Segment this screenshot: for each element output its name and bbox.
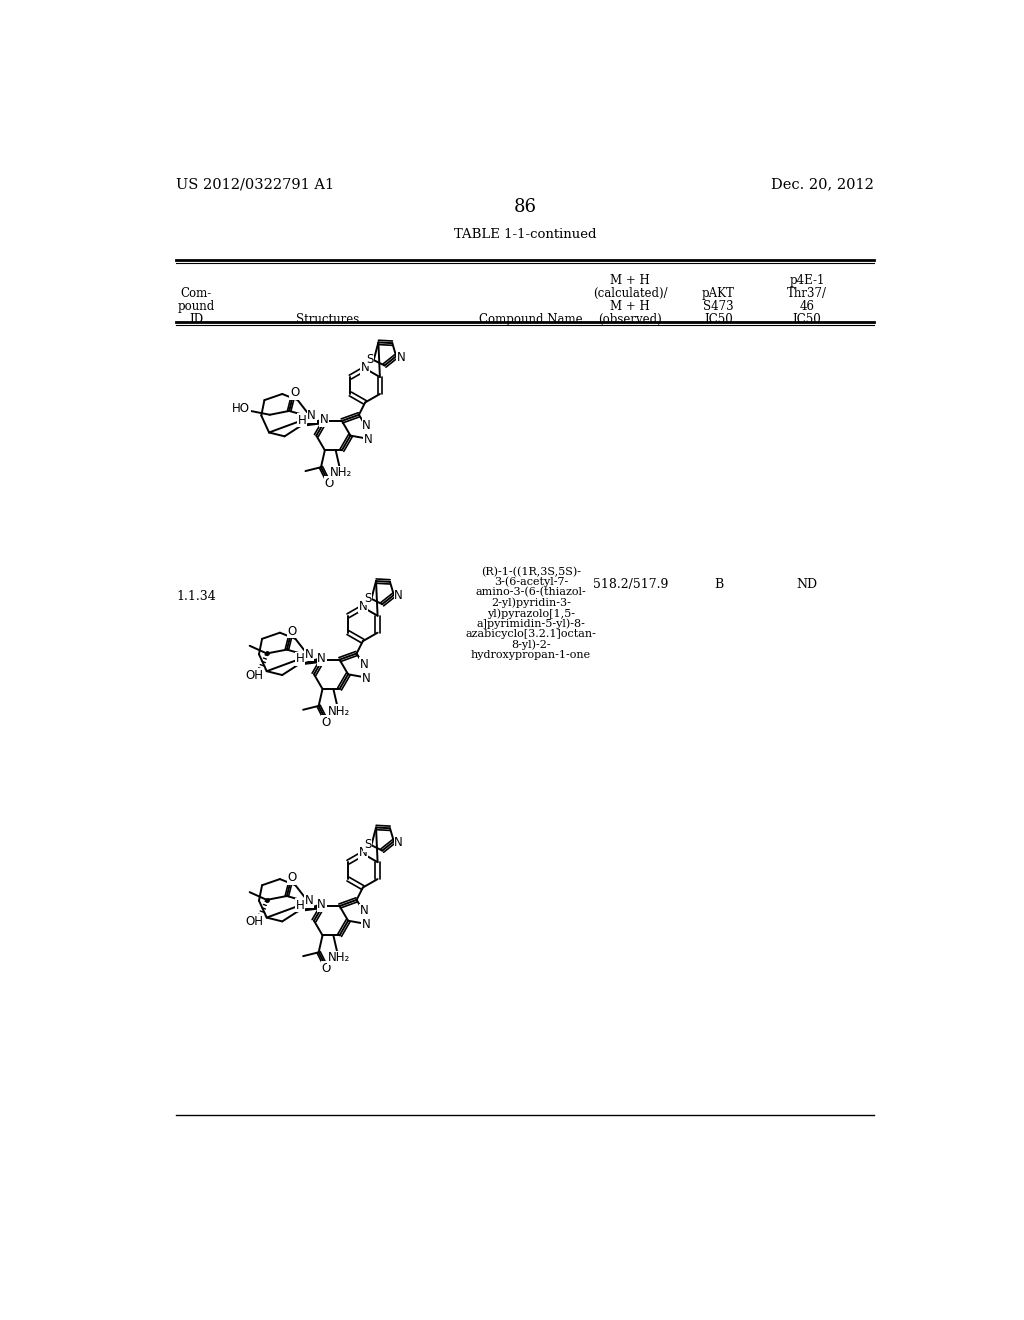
Text: N: N [362,418,371,432]
Text: HO: HO [232,403,250,414]
Polygon shape [298,657,323,665]
Text: N: N [360,657,369,671]
Text: 46: 46 [800,300,814,313]
Text: H: H [296,899,304,912]
Text: N: N [361,672,371,685]
Text: N: N [358,846,368,859]
Text: S: S [367,352,374,366]
Text: Structures: Structures [296,313,359,326]
Text: IC50: IC50 [793,313,821,326]
Text: M + H: M + H [610,275,650,286]
Text: N: N [305,648,313,661]
Polygon shape [298,904,323,911]
Text: N: N [364,433,373,446]
Text: Compound Name: Compound Name [479,313,583,326]
Text: 1.1.34: 1.1.34 [176,590,216,603]
Text: IC50: IC50 [705,313,733,326]
Text: 518.2/517.9: 518.2/517.9 [593,578,668,591]
Text: pAKT: pAKT [702,286,735,300]
Text: N: N [358,599,368,612]
Text: a]pyrimidin-5-yl)-8-: a]pyrimidin-5-yl)-8- [476,619,586,630]
Text: azabicyclo[3.2.1]octan-: azabicyclo[3.2.1]octan- [466,628,596,639]
Text: S: S [364,838,372,851]
Text: H: H [298,413,307,426]
Text: 3-(6-acetyl-7-: 3-(6-acetyl-7- [494,577,568,587]
Text: O: O [322,962,331,975]
Text: ND: ND [797,578,817,591]
Text: Com-: Com- [180,286,212,300]
Text: (R)-1-((1R,3S,5S)-: (R)-1-((1R,3S,5S)- [481,566,581,577]
Text: N: N [394,836,402,849]
Text: N: N [396,351,406,363]
Text: 2-yl)pyridin-3-: 2-yl)pyridin-3- [492,598,571,609]
Text: O: O [290,385,299,399]
Text: Dec. 20, 2012: Dec. 20, 2012 [771,178,873,191]
Text: NH₂: NH₂ [330,466,352,479]
Text: O: O [325,477,334,490]
Text: N: N [317,899,326,911]
Text: OH: OH [246,915,263,928]
Text: N: N [394,589,402,602]
Text: Thr37/: Thr37/ [786,286,827,300]
Text: pound: pound [177,300,215,313]
Text: US 2012/0322791 A1: US 2012/0322791 A1 [176,178,334,191]
Text: B: B [714,578,723,591]
Text: S: S [364,591,372,605]
Text: N: N [360,904,369,917]
Text: H: H [296,652,304,665]
Text: 86: 86 [513,198,537,216]
Text: O: O [288,871,297,884]
Text: OH: OH [246,668,263,681]
Text: (observed): (observed) [598,313,663,326]
Text: TABLE 1-1-continued: TABLE 1-1-continued [454,227,596,240]
Text: M + H: M + H [610,300,650,313]
Text: N: N [361,917,371,931]
Text: NH₂: NH₂ [328,952,350,964]
Polygon shape [300,418,326,426]
Text: N: N [317,652,326,665]
Text: amino-3-(6-(thiazol-: amino-3-(6-(thiazol- [475,587,587,598]
Text: O: O [288,624,297,638]
Text: ID: ID [189,313,203,326]
Text: yl)pyrazolo[1,5-: yl)pyrazolo[1,5- [487,609,575,619]
Text: N: N [360,360,370,374]
Text: O: O [322,715,331,729]
Text: N: N [319,413,329,426]
Text: 8-yl)-2-: 8-yl)-2- [511,639,551,649]
Text: S473: S473 [703,300,734,313]
Text: p4E-1: p4E-1 [790,275,824,286]
Text: NH₂: NH₂ [328,705,350,718]
Text: N: N [305,894,313,907]
Text: N: N [307,409,316,422]
Text: hydroxypropan-1-one: hydroxypropan-1-one [471,649,591,660]
Text: (calculated)/: (calculated)/ [593,286,668,300]
